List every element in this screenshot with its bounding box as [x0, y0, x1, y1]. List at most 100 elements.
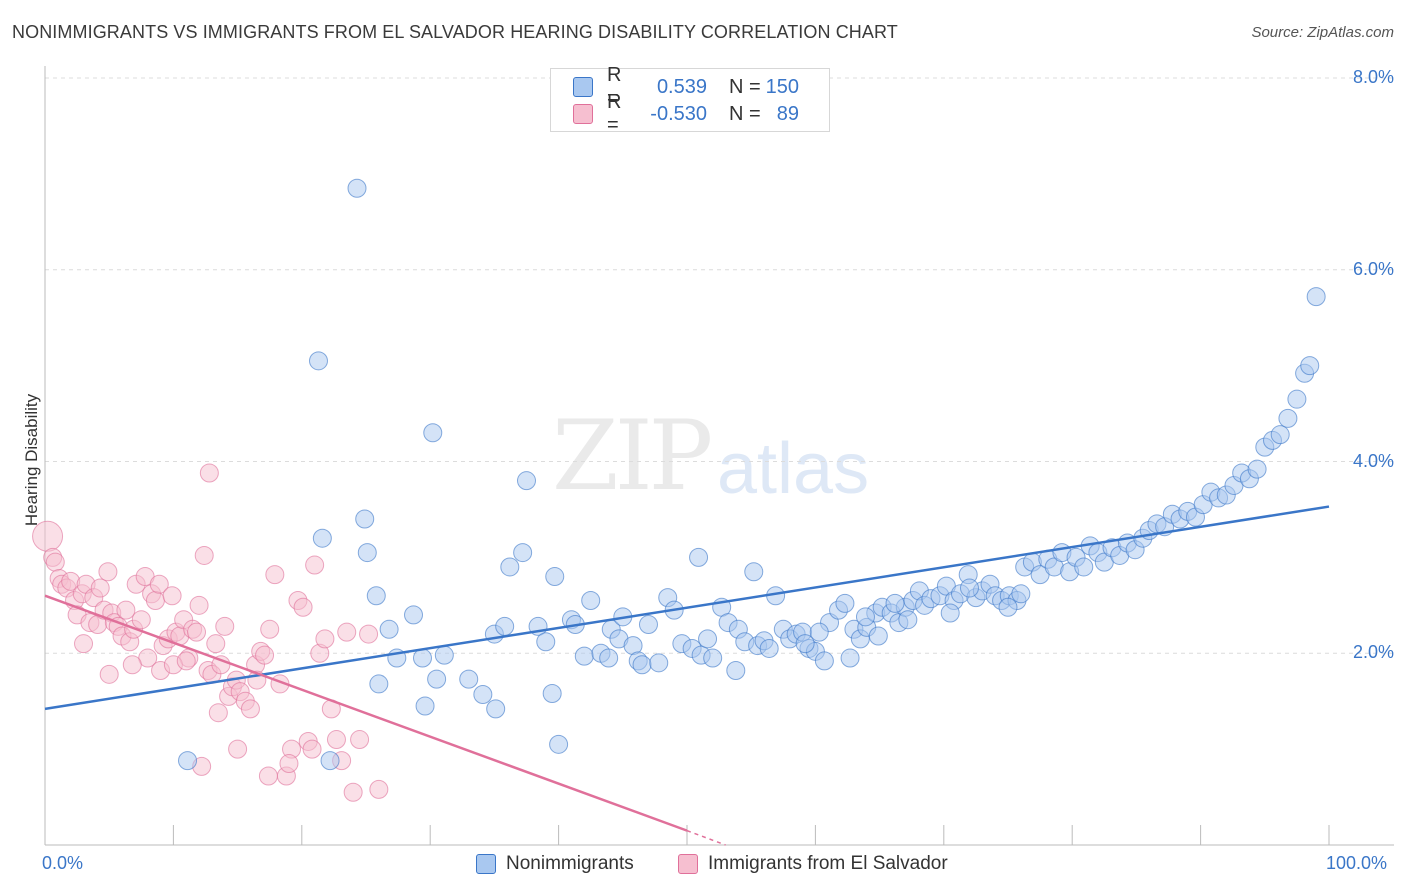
- legend-swatch-blue: [476, 854, 496, 874]
- bottom-legend-nonimmigrants: Nonimmigrants: [476, 851, 634, 877]
- y-tick-label: 4.0%: [1352, 450, 1394, 471]
- data-point-nonimmigrants: [379, 619, 399, 639]
- data-point-nonimmigrants: [423, 423, 443, 443]
- legend-n-value: 150: [765, 75, 799, 98]
- data-point-nonimmigrants: [486, 699, 506, 719]
- legend-n-label: N =: [729, 75, 761, 98]
- series-immigrants-points: [32, 463, 389, 802]
- y-tick-label: 6.0%: [1352, 258, 1394, 279]
- data-point-immigrants: [255, 645, 275, 665]
- legend-r-value: 0.539: [656, 75, 707, 98]
- data-point-nonimmigrants: [835, 593, 855, 613]
- data-point-nonimmigrants: [366, 586, 386, 606]
- legend-r-value: -0.530: [650, 102, 707, 125]
- data-point-nonimmigrants: [689, 547, 709, 567]
- data-point-nonimmigrants: [434, 645, 454, 665]
- data-point-nonimmigrants: [369, 674, 389, 694]
- data-point-nonimmigrants: [898, 610, 918, 630]
- trend-lines: [44, 505, 1330, 846]
- series-nonimmigrants-points: [178, 178, 1326, 771]
- data-point-nonimmigrants: [809, 622, 829, 642]
- legend-label: Immigrants from El Salvador: [708, 853, 948, 874]
- legend-swatch-pink: [573, 104, 593, 124]
- data-point-immigrants: [240, 699, 260, 719]
- data-point-nonimmigrants: [500, 557, 520, 577]
- data-point-nonimmigrants: [638, 614, 658, 634]
- data-point-immigrants: [215, 616, 235, 636]
- data-point-nonimmigrants: [308, 351, 328, 371]
- x-tick-label-max: 100.0%: [1326, 853, 1388, 873]
- data-point-immigrants: [305, 555, 325, 575]
- data-point-nonimmigrants: [1270, 425, 1290, 445]
- data-point-nonimmigrants: [814, 651, 834, 671]
- y-tick-label: 2.0%: [1352, 642, 1394, 663]
- data-point-immigrants: [162, 586, 182, 606]
- data-point-nonimmigrants: [427, 669, 447, 689]
- data-point-immigrants: [369, 779, 389, 799]
- data-point-immigrants: [194, 545, 214, 565]
- data-point-nonimmigrants: [698, 629, 718, 649]
- legend-row-immigrants: R = -0.530 N = 89: [573, 91, 799, 136]
- legend-swatch-pink: [678, 854, 698, 874]
- data-point-immigrants: [206, 634, 226, 654]
- data-point-immigrants: [149, 574, 169, 594]
- data-point-nonimmigrants: [495, 616, 515, 636]
- x-tick-label-min: 0.0%: [42, 853, 84, 873]
- data-point-nonimmigrants: [1287, 389, 1307, 409]
- data-point-nonimmigrants: [840, 648, 860, 668]
- data-point-nonimmigrants: [1074, 557, 1094, 577]
- data-point-immigrants: [176, 651, 196, 671]
- legend-r-label: R =: [607, 64, 622, 109]
- source-label: Source: ZipAtlas.com: [1251, 24, 1394, 41]
- data-point-immigrants: [74, 634, 94, 654]
- bottom-legend-immigrants: Immigrants from El Salvador: [678, 851, 948, 877]
- data-point-immigrants: [189, 595, 209, 615]
- axes: [44, 66, 1394, 846]
- data-point-immigrants: [199, 463, 219, 483]
- data-point-immigrants: [45, 552, 65, 572]
- data-point-immigrants: [145, 591, 165, 611]
- data-point-immigrants: [337, 622, 357, 642]
- data-point-immigrants: [228, 739, 248, 759]
- legend-n-value: 89: [776, 102, 799, 125]
- data-point-nonimmigrants: [412, 648, 432, 668]
- data-point-nonimmigrants: [536, 632, 556, 652]
- data-point-immigrants: [98, 562, 118, 582]
- data-point-immigrants: [32, 520, 64, 552]
- legend-row-nonimmigrants: R = 0.539 N = 150: [573, 64, 799, 109]
- data-point-immigrants: [116, 600, 136, 620]
- data-point-nonimmigrants: [1306, 287, 1326, 307]
- data-point-nonimmigrants: [178, 751, 198, 771]
- data-point-nonimmigrants: [513, 543, 533, 563]
- data-point-nonimmigrants: [312, 528, 332, 548]
- data-point-nonimmigrants: [355, 509, 375, 529]
- legend-swatch-blue: [573, 77, 593, 97]
- data-point-immigrants: [208, 703, 228, 723]
- legend-n-label: N =: [729, 102, 761, 125]
- correlation-legend: R = 0.539 N = 150 R = -0.530 N = 89: [550, 64, 830, 136]
- data-point-immigrants: [343, 782, 363, 802]
- trend-line-immigrants: [44, 594, 688, 832]
- data-point-nonimmigrants: [744, 562, 764, 582]
- data-point-immigrants: [258, 766, 278, 786]
- data-point-immigrants: [279, 754, 299, 774]
- data-point-nonimmigrants: [885, 593, 905, 613]
- data-point-nonimmigrants: [517, 471, 536, 491]
- data-point-immigrants: [99, 664, 119, 684]
- legend-label: Nonimmigrants: [506, 853, 634, 874]
- data-point-nonimmigrants: [649, 653, 669, 673]
- gridlines: [45, 77, 1394, 654]
- data-point-nonimmigrants: [1278, 408, 1298, 428]
- data-point-nonimmigrants: [320, 751, 340, 771]
- data-point-immigrants: [293, 597, 313, 617]
- data-point-nonimmigrants: [545, 567, 565, 587]
- trend-line-nonimmigrants: [44, 505, 1330, 711]
- data-point-immigrants: [359, 624, 379, 644]
- data-point-nonimmigrants: [1011, 584, 1031, 604]
- watermark-zip: ZIP: [552, 400, 713, 512]
- data-point-nonimmigrants: [703, 648, 723, 668]
- data-point-immigrants: [265, 565, 285, 585]
- y-tick-label: 8.0%: [1352, 67, 1394, 87]
- data-point-nonimmigrants: [357, 543, 377, 563]
